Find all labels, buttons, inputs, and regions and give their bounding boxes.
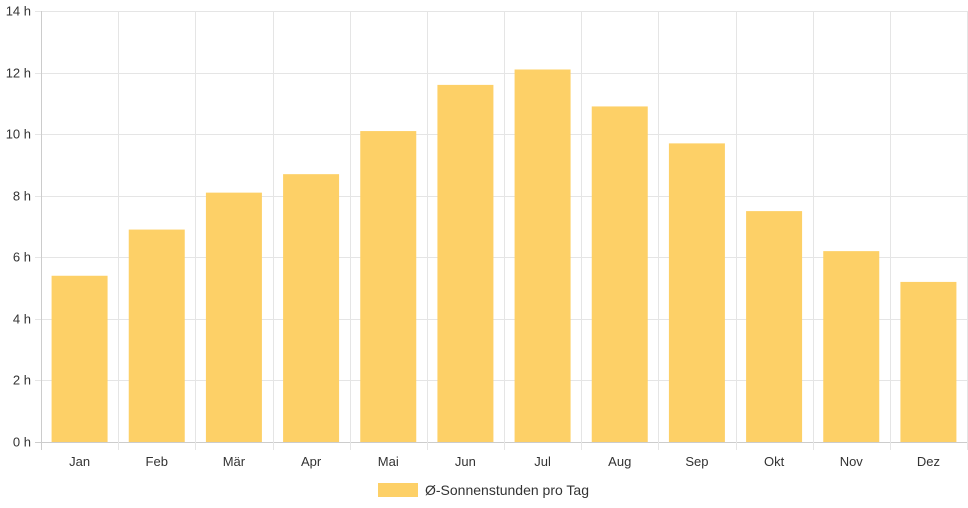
bar-aug[interactable] bbox=[591, 106, 648, 442]
legend[interactable]: Ø-Sonnenstunden pro Tag bbox=[378, 482, 589, 498]
legend-label[interactable]: Ø-Sonnenstunden pro Tag bbox=[425, 482, 589, 498]
y-tick-label: 2 h bbox=[13, 373, 31, 388]
bar-feb[interactable] bbox=[128, 229, 185, 442]
legend-swatch[interactable] bbox=[378, 483, 418, 497]
y-axis: 0 h 2 h 4 h 6 h 8 h 10 h 12 h 14 h bbox=[6, 4, 31, 450]
bar-sep[interactable] bbox=[668, 143, 725, 442]
bar-jul[interactable] bbox=[514, 69, 571, 442]
x-tick-label: Dez bbox=[917, 454, 940, 469]
bars bbox=[51, 69, 957, 443]
bar-okt[interactable] bbox=[746, 211, 803, 442]
x-tick-label: Apr bbox=[301, 454, 322, 469]
x-tick-label: Aug bbox=[608, 454, 631, 469]
y-tick-label: 4 h bbox=[13, 312, 31, 327]
bar-mär[interactable] bbox=[205, 192, 262, 442]
y-tick-label: 12 h bbox=[6, 66, 31, 81]
y-tick-label: 6 h bbox=[13, 250, 31, 265]
bar-dez[interactable] bbox=[900, 281, 957, 442]
x-tick-label: Okt bbox=[764, 454, 785, 469]
bar-apr[interactable] bbox=[283, 174, 340, 442]
x-tick-label: Sep bbox=[685, 454, 708, 469]
y-tick-label: 0 h bbox=[13, 435, 31, 450]
y-tick-label: 8 h bbox=[13, 189, 31, 204]
x-tick-label: Mai bbox=[378, 454, 399, 469]
bar-mai[interactable] bbox=[360, 131, 417, 443]
y-tick-label: 14 h bbox=[6, 4, 31, 19]
x-tick-label: Jun bbox=[455, 454, 476, 469]
y-tick-label: 10 h bbox=[6, 127, 31, 142]
x-axis: Jan Feb Mär Apr Mai Jun Jul Aug Sep Okt Nov Dez bbox=[69, 454, 940, 469]
bar-jan[interactable] bbox=[51, 275, 108, 442]
x-tick-label: Jul bbox=[534, 454, 551, 469]
bar-nov[interactable] bbox=[823, 251, 880, 442]
x-tick-label: Jan bbox=[69, 454, 90, 469]
x-tick-label: Mär bbox=[223, 454, 246, 469]
x-tick-label: Nov bbox=[840, 454, 864, 469]
grid-lines bbox=[35, 11, 968, 450]
x-tick-label: Feb bbox=[146, 454, 168, 469]
bar-jun[interactable] bbox=[437, 84, 494, 442]
